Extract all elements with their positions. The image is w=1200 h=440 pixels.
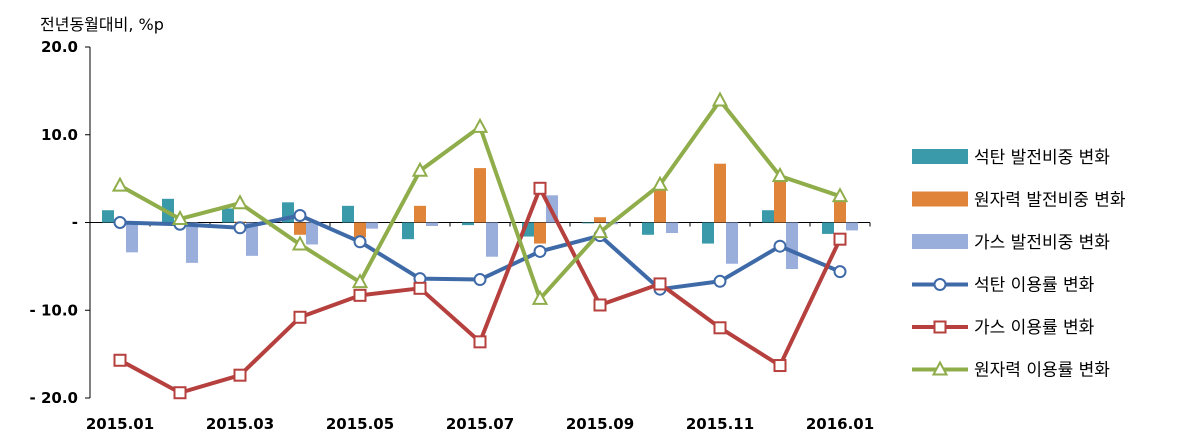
legend-label: 석탄 이용률 변화 [974,276,1095,296]
line-point [413,281,427,295]
line-point [651,175,669,191]
bar [222,208,234,223]
bar [402,222,414,240]
bar [462,222,474,226]
bar [474,168,486,223]
bar [582,222,594,224]
bar [246,222,258,256]
line-point [113,216,127,229]
line-point [831,187,849,203]
line-point [931,360,949,376]
line-point [353,288,367,302]
bar [786,222,798,270]
bar [654,189,666,223]
y-tick-label: - 10.0 [30,301,78,319]
legend-swatch [912,191,968,207]
bar [414,205,426,223]
bar [102,210,114,223]
line-point [291,235,309,251]
line-point [173,386,187,400]
x-tick-label: 2015.11 [686,415,754,433]
y-axis-title: 전년동월대비, %p [40,15,164,34]
line-point [593,298,607,312]
bar [306,222,318,245]
bar [126,222,138,253]
line-point [473,273,487,287]
line-point [833,265,847,279]
y-tick-label: 20.0 [41,38,78,56]
line-point [713,321,727,335]
line-point [293,310,307,324]
x-tick-label: 2015.09 [566,415,634,433]
bar [534,222,546,244]
bar [762,210,774,223]
bar [702,222,714,244]
line-point [773,239,787,253]
y-tick-label: - [72,214,78,232]
bar [666,222,678,234]
line-point [933,278,947,291]
line-point [351,273,369,289]
line-point [771,166,789,182]
x-tick-label: 2015.07 [446,415,514,433]
bar [714,163,726,223]
bar [294,222,306,235]
bar [774,180,786,223]
line-point [833,232,847,246]
line-point [471,117,489,133]
x-tick-label: 2016.01 [806,415,874,433]
bar [342,205,354,223]
line-point [591,223,609,239]
plot-area: 20.0 10.0 - - 10.0 - 20.0 2015.01 2015.03 2015.… [30,38,875,433]
x-tick-label: 2015.03 [206,415,274,433]
bar [726,222,738,264]
bar [834,198,846,223]
legend-swatch [912,234,968,249]
line-point [233,221,247,235]
bar [822,222,834,234]
line-point [111,176,129,192]
legend-label: 가스 발전비중 변화 [974,233,1110,253]
line-point [233,368,247,382]
bar [846,222,858,231]
bar [426,222,438,227]
bar [354,222,366,238]
line-point [711,91,729,107]
line-point [531,289,549,305]
line-point [653,277,667,291]
legend-swatch [912,149,968,164]
y-tick-label: 10.0 [41,126,78,144]
line-point [533,181,547,195]
bar [486,222,498,257]
legend-label: 석탄 발전비중 변화 [974,148,1110,168]
bar [642,222,654,235]
bar [366,222,378,229]
x-tick-label: 2015.05 [326,415,394,433]
bar [594,217,606,223]
line-point [171,209,189,225]
line-point [713,274,727,288]
legend-label: 원자력 이용률 변화 [974,361,1110,381]
bar [186,222,198,263]
x-tick-label: 2015.01 [86,415,154,433]
line-point [293,208,307,222]
legend-label: 원자력 발전비중 변화 [974,191,1126,211]
y-tick-label: - 20.0 [30,389,78,407]
line-point [113,353,127,367]
line-point [933,320,947,334]
line-point [473,335,487,349]
line-point [533,244,547,258]
line-point [231,194,249,210]
line-point [411,161,429,177]
legend-label: 가스 이용률 변화 [974,318,1095,338]
line-point [773,359,787,373]
line-point [353,235,367,249]
